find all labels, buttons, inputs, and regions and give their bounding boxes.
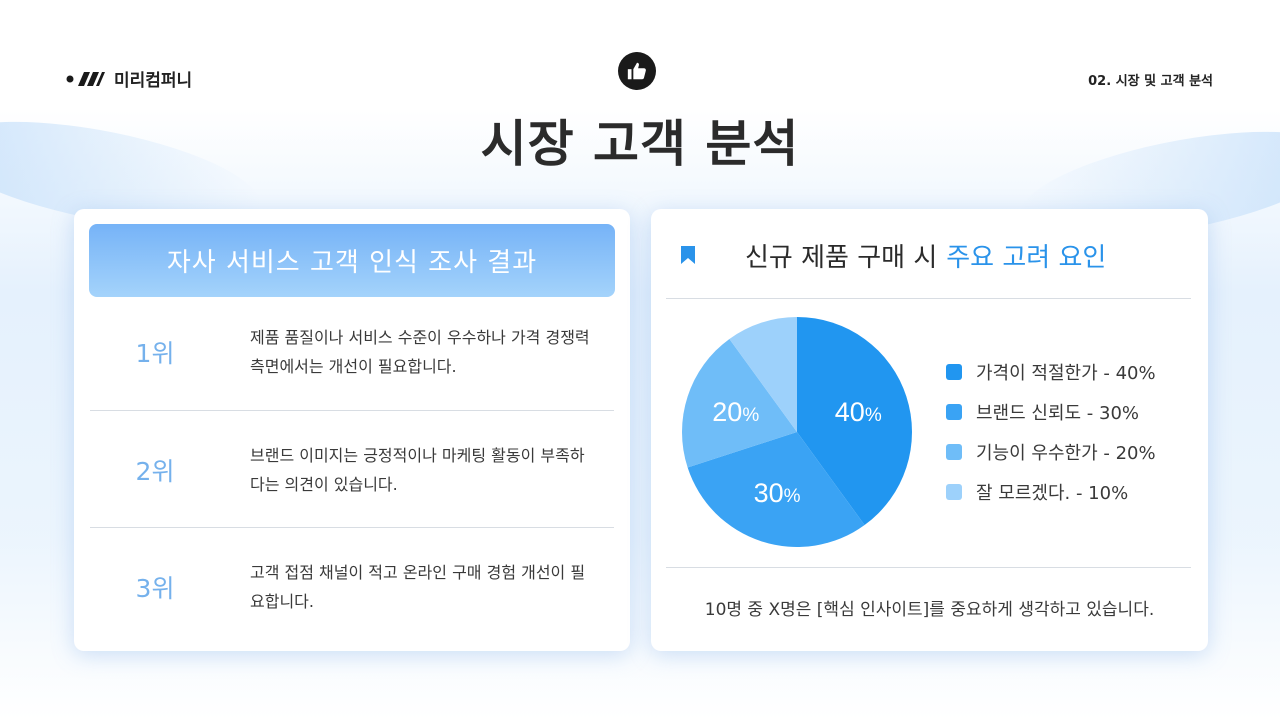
- pie-slice: [729, 317, 797, 432]
- pie-slice: [687, 432, 865, 547]
- bookmark-icon: [681, 246, 695, 264]
- breadcrumb: 02. 시장 및 고객 분석: [1088, 74, 1213, 89]
- legend-label: 브랜드 신뢰도 - 30%: [976, 403, 1140, 424]
- legend-item: 잘 모르겠다. - 10%: [946, 472, 1156, 512]
- legend-swatch: [946, 364, 962, 380]
- pie-slice: [682, 338, 797, 468]
- chart-legend: 가격이 적절한가 - 40% 브랜드 신뢰도 - 30% 기능이 우수한가 - 20…: [946, 352, 1156, 512]
- legend-label: 기능이 우수한가 - 20%: [976, 443, 1156, 464]
- rank-description: 제품 품질이나 서비스 수준이 우수하나 가격 경쟁력 측면에서는 개선이 필요…: [250, 328, 590, 376]
- logo-mark-icon: [66, 72, 105, 86]
- rank-row: 3위 고객 접점 채널이 적고 온라인 구매 경험 개선이 필요합니다.: [90, 527, 614, 645]
- pie-data-label: 40%: [835, 397, 882, 427]
- legend-swatch: [946, 444, 962, 460]
- rank-number: 3위: [135, 573, 175, 603]
- rank-number: 2위: [135, 456, 175, 486]
- chart-header: 신규 제품 구매 시 주요 고려 요인: [681, 235, 1188, 275]
- insight-text: 10명 중 X명은 [핵심 인사이트]를 중요하게 생각하고 있습니다.: [704, 600, 1155, 620]
- rank-description: 브랜드 이미지는 긍정적이나 마케팅 활동이 부족하다는 의견이 있습니다.: [250, 445, 585, 494]
- rank-row: 2위 브랜드 이미지는 긍정적이나 마케팅 활동이 부족하다는 의견이 있습니다…: [90, 410, 614, 528]
- divider: [666, 298, 1191, 299]
- company-logo: 미리컴퍼니: [66, 66, 193, 91]
- chart-title: 신규 제품 구매 시 주요 고려 요인: [745, 237, 1106, 274]
- pie-data-label: 20%: [712, 397, 759, 427]
- survey-card-title: 자사 서비스 고객 인식 조사 결과: [89, 224, 615, 297]
- pie-data-label: 30%: [754, 478, 801, 508]
- divider: [666, 567, 1191, 568]
- legend-swatch: [946, 484, 962, 500]
- pie-chart: 40% 30% 20%: [680, 315, 914, 549]
- legend-item: 가격이 적절한가 - 40%: [946, 352, 1156, 392]
- legend-label: 가격이 적절한가 - 40%: [976, 363, 1156, 384]
- rank-row: 1위 제품 품질이나 서비스 수준이 우수하나 가격 경쟁력 측면에서는 개선이…: [90, 293, 614, 411]
- chart-title-main: 신규 제품 구매 시: [745, 242, 938, 273]
- pie-slice: [797, 317, 912, 526]
- chart-title-accent: 주요 고려 요인: [946, 242, 1107, 273]
- legend-label: 잘 모르겠다. - 10%: [976, 483, 1129, 504]
- legend-item: 브랜드 신뢰도 - 30%: [946, 392, 1156, 432]
- page-title: 시장 고객 분석: [480, 115, 800, 173]
- thumbs-up-icon: [618, 52, 656, 90]
- purchase-factor-card: 신규 제품 구매 시 주요 고려 요인 40% 30% 20% 가격이 적절한가 - …: [651, 209, 1208, 651]
- pie-chart-svg: 40% 30% 20%: [682, 317, 912, 547]
- legend-item: 기능이 우수한가 - 20%: [946, 432, 1156, 472]
- legend-swatch: [946, 404, 962, 420]
- survey-result-card: 자사 서비스 고객 인식 조사 결과 1위 제품 품질이나 서비스 수준이 우수…: [74, 209, 630, 651]
- rank-number: 1위: [135, 339, 175, 368]
- rank-description: 고객 접점 채널이 적고 온라인 구매 경험 개선이 필요합니다.: [250, 562, 586, 611]
- logo-text: 미리컴퍼니: [114, 70, 193, 91]
